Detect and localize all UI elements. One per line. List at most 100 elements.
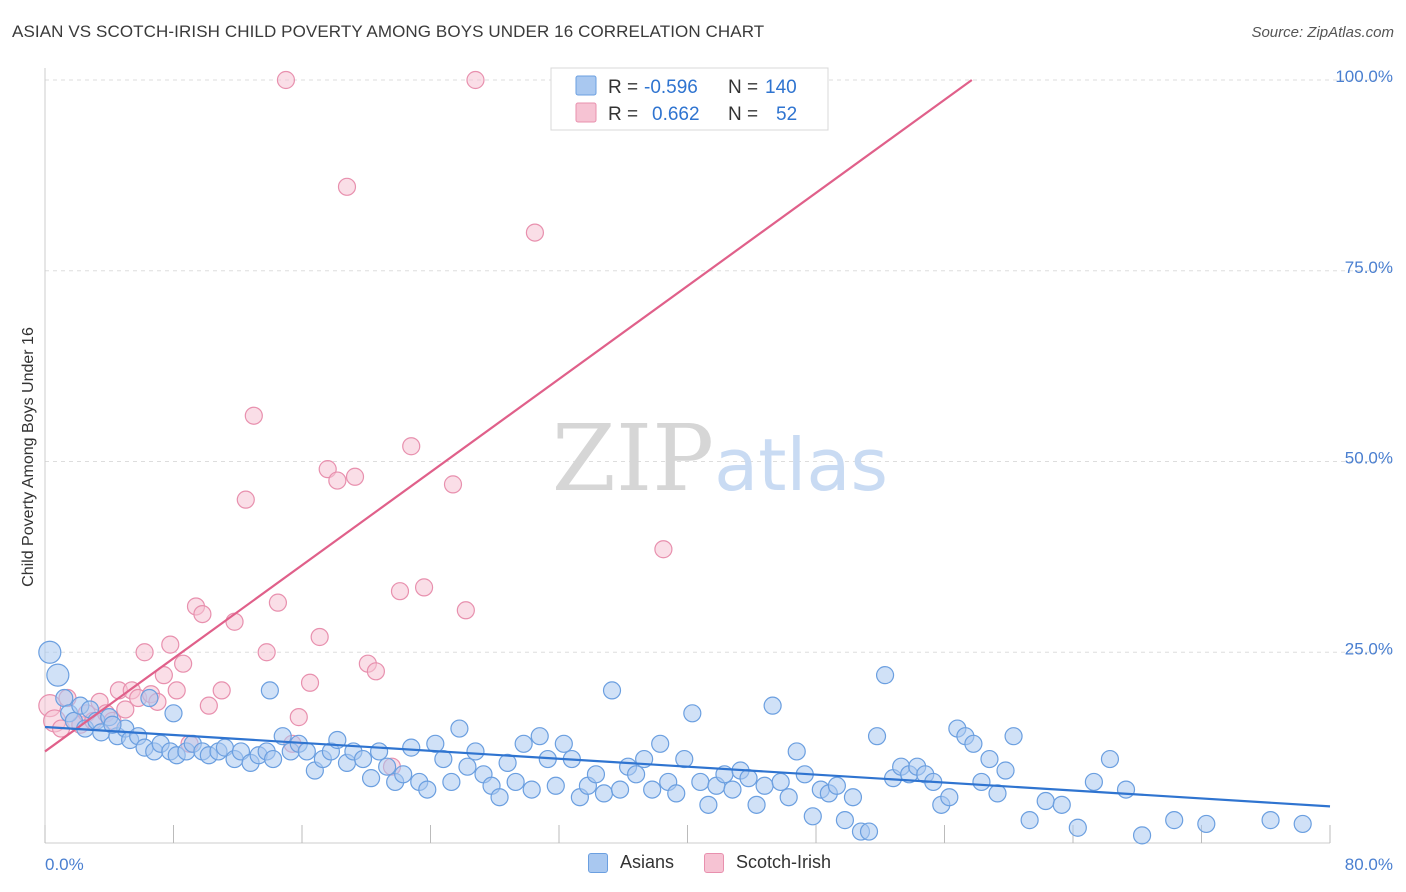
asian-point-134 <box>1261 811 1280 830</box>
trend-lines <box>44 79 1331 808</box>
legend-asian-swatch <box>575 75 597 96</box>
asian-point-0 <box>38 640 62 664</box>
asian-point-60 <box>498 753 517 772</box>
asian-point-115 <box>940 788 959 807</box>
x-tick-labels: 0.0% 80.0% <box>45 855 1393 874</box>
asian-point-53 <box>442 772 461 792</box>
bottom-legend-scotch-irish: Scotch-Irish <box>704 852 831 873</box>
scotch-irish-point-30 <box>257 643 276 662</box>
asian-point-35 <box>297 742 316 761</box>
y-axis-label: Child Poverty Among Boys Under 16 <box>20 327 37 587</box>
asian-point-139 <box>103 715 122 734</box>
asian-point-133 <box>1197 814 1216 834</box>
asian-point-62 <box>514 734 533 753</box>
asian-point-106 <box>867 727 887 746</box>
legend-r-label-1: R = <box>608 104 638 125</box>
scotch-irish-point-32 <box>276 70 296 90</box>
asian-point-59 <box>490 788 509 807</box>
asian-point-31 <box>263 749 283 769</box>
asian-point-1 <box>46 663 70 687</box>
scotch-irish-point-42 <box>366 662 385 681</box>
asian-point-102 <box>835 811 855 830</box>
legend-n-value-1: 52 <box>776 104 797 125</box>
scotch-irish-point-34 <box>289 708 308 727</box>
scotch-irish-point-20 <box>167 681 186 700</box>
legend-r-value-0: -0.596 <box>644 77 698 98</box>
legend-n-label-0: N = <box>728 77 758 98</box>
scotch-irish-point-39 <box>337 177 357 196</box>
asian-point-101 <box>827 776 846 795</box>
scotch-irish-point-31 <box>268 593 288 612</box>
y-tick-label-3: 100.0% <box>1335 67 1393 86</box>
watermark-atlas: atlas <box>714 423 888 507</box>
asian-point-50 <box>418 780 437 799</box>
asian-point-91 <box>747 795 766 814</box>
asian-point-61 <box>506 772 525 792</box>
asian-point-98 <box>803 807 822 826</box>
scotch-irish-point-26 <box>212 681 231 700</box>
scotch-irish-point-21 <box>174 654 193 673</box>
bottom-legend: Asians Scotch-Irish <box>588 852 861 873</box>
asian-point-126 <box>1052 795 1071 814</box>
asian-point-93 <box>763 696 782 715</box>
asian-point-119 <box>972 772 991 792</box>
watermark: ZIPatlas <box>552 405 888 512</box>
scotch-irish-point-47 <box>443 475 463 494</box>
asian-trend-line <box>44 725 1331 808</box>
asian-point-92 <box>755 776 774 795</box>
asian-point-47 <box>394 765 413 784</box>
asian-point-51 <box>426 734 445 753</box>
y-tick-label-0: 25.0% <box>1345 639 1393 658</box>
asian-point-125 <box>1036 791 1055 811</box>
y-tick-labels: 25.0% 50.0% 75.0% 100.0% <box>1335 67 1393 658</box>
asian-point-90 <box>739 769 758 788</box>
scotch-irish-point-44 <box>390 582 410 601</box>
asian-point-96 <box>787 742 806 761</box>
asian-points <box>38 640 1312 845</box>
scotch-irish-point-25 <box>199 696 218 715</box>
asian-point-122 <box>996 761 1015 780</box>
asians-legend-label: Asians <box>620 852 675 872</box>
scotch-irish-point-24 <box>193 604 212 624</box>
legend-n-label-1: N = <box>728 104 758 125</box>
scotch-irish-point-12 <box>116 700 135 719</box>
scotch-irish-legend-label: Scotch-Irish <box>736 852 832 872</box>
asian-point-118 <box>964 734 983 753</box>
asian-point-79 <box>651 734 670 753</box>
scotch-irish-point-50 <box>525 223 545 242</box>
asian-point-95 <box>779 788 798 807</box>
scotch-irish-point-27 <box>225 612 244 631</box>
asians-swatch <box>588 852 608 873</box>
asian-point-2 <box>55 688 74 708</box>
legend-r-value-1: 0.662 <box>652 104 700 125</box>
legend-n-value-0: 140 <box>765 77 797 98</box>
scotch-irish-point-36 <box>310 627 329 647</box>
asian-point-127 <box>1068 818 1087 837</box>
asian-point-131 <box>1132 826 1152 845</box>
asian-point-103 <box>843 788 863 807</box>
scotch-irish-point-40 <box>345 467 365 486</box>
asian-point-121 <box>988 784 1007 803</box>
y-tick-label-1: 50.0% <box>1345 449 1393 468</box>
x-tick-label-0: 0.0% <box>45 855 84 874</box>
asian-point-76 <box>626 765 646 784</box>
asian-point-66 <box>546 776 565 795</box>
scotch-irish-point-48 <box>456 601 475 620</box>
asian-point-128 <box>1084 772 1103 792</box>
asian-point-124 <box>1020 811 1039 830</box>
asian-point-82 <box>675 749 694 769</box>
asian-point-130 <box>1116 780 1136 799</box>
legend: R = -0.596 N = 140 R = 0.662 N = 52 <box>550 67 829 131</box>
scotch-irish-point-51 <box>654 540 673 559</box>
asian-point-73 <box>602 681 622 700</box>
scotch-irish-point-49 <box>466 70 485 90</box>
asian-point-84 <box>691 772 710 792</box>
x-tick-label-1: 80.0% <box>1345 855 1393 874</box>
asian-point-43 <box>361 769 381 788</box>
asian-point-42 <box>353 749 373 769</box>
asian-point-123 <box>1004 727 1023 746</box>
bottom-legend-asians: Asians <box>588 852 674 873</box>
asian-point-138 <box>260 681 279 700</box>
scotch-irish-swatch <box>704 852 725 873</box>
